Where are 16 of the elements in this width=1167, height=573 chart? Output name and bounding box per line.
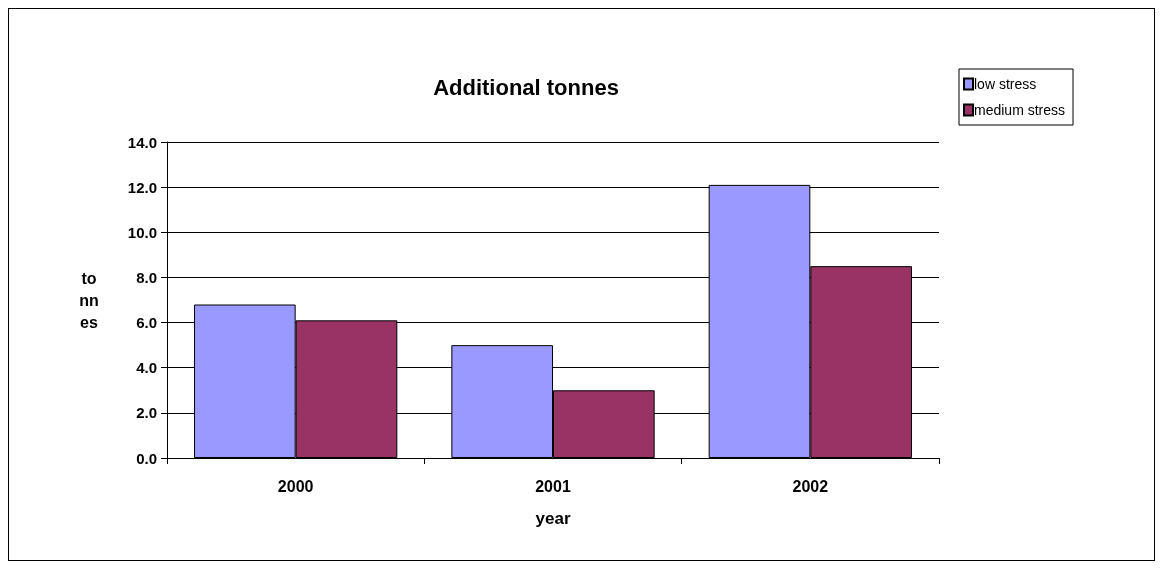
x-axis-title: year bbox=[535, 509, 571, 528]
y-axis-title: tonnes bbox=[79, 269, 99, 331]
y-tick-label: 4.0 bbox=[136, 359, 157, 377]
x-tick-label: 2002 bbox=[792, 477, 829, 495]
chart-title: Additional tonnes bbox=[433, 74, 619, 100]
x-tick-label: 2000 bbox=[277, 477, 314, 495]
legend-label: medium stress bbox=[974, 102, 1066, 118]
y-tick-label: 10.0 bbox=[127, 223, 157, 241]
y-tick-label: 14.0 bbox=[127, 133, 157, 151]
y-tick-label: 6.0 bbox=[136, 314, 157, 332]
x-tick-label: 2001 bbox=[535, 477, 571, 495]
y-tick-label: 0.0 bbox=[136, 449, 157, 467]
y-tick-label: 2.0 bbox=[136, 404, 157, 422]
y-tick-label: 8.0 bbox=[136, 268, 157, 286]
y-tick-label: 12.0 bbox=[127, 178, 157, 196]
legend-label: low stress bbox=[974, 76, 1037, 92]
